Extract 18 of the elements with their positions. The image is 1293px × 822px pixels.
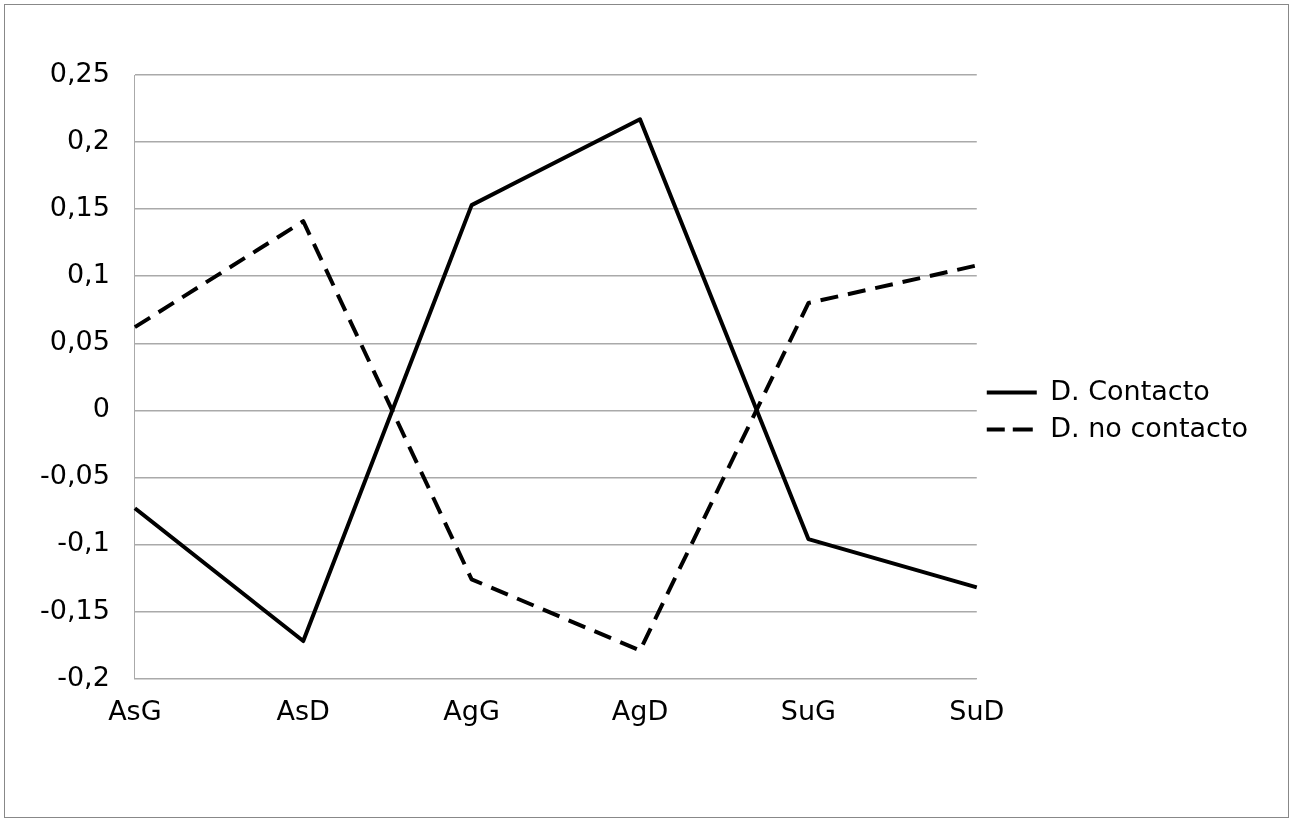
x-tick-label: AgD <box>611 694 669 726</box>
legend-label: D. no contacto <box>1050 411 1249 443</box>
x-tick-label: AgG <box>443 694 500 726</box>
x-tick-label: SuG <box>780 694 836 726</box>
y-tick-label: 0,25 <box>49 57 110 89</box>
y-tick-label: -0,15 <box>39 593 110 625</box>
y-tick-label: -0,1 <box>57 526 110 558</box>
y-tick-label: -0,2 <box>57 660 110 692</box>
x-tick-label: SuD <box>949 694 1005 726</box>
y-tick-label: 0,05 <box>49 325 110 357</box>
x-tick-label: AsD <box>276 694 330 726</box>
y-tick-label: 0 <box>92 392 110 424</box>
y-tick-label: -0,05 <box>39 459 110 491</box>
y-tick-label: 0,15 <box>49 191 110 223</box>
x-tick-label: AsG <box>108 694 162 726</box>
y-tick-label: 0,1 <box>66 258 110 290</box>
y-tick-label: 0,2 <box>66 124 110 156</box>
legend-label: D. Contacto <box>1050 374 1210 406</box>
